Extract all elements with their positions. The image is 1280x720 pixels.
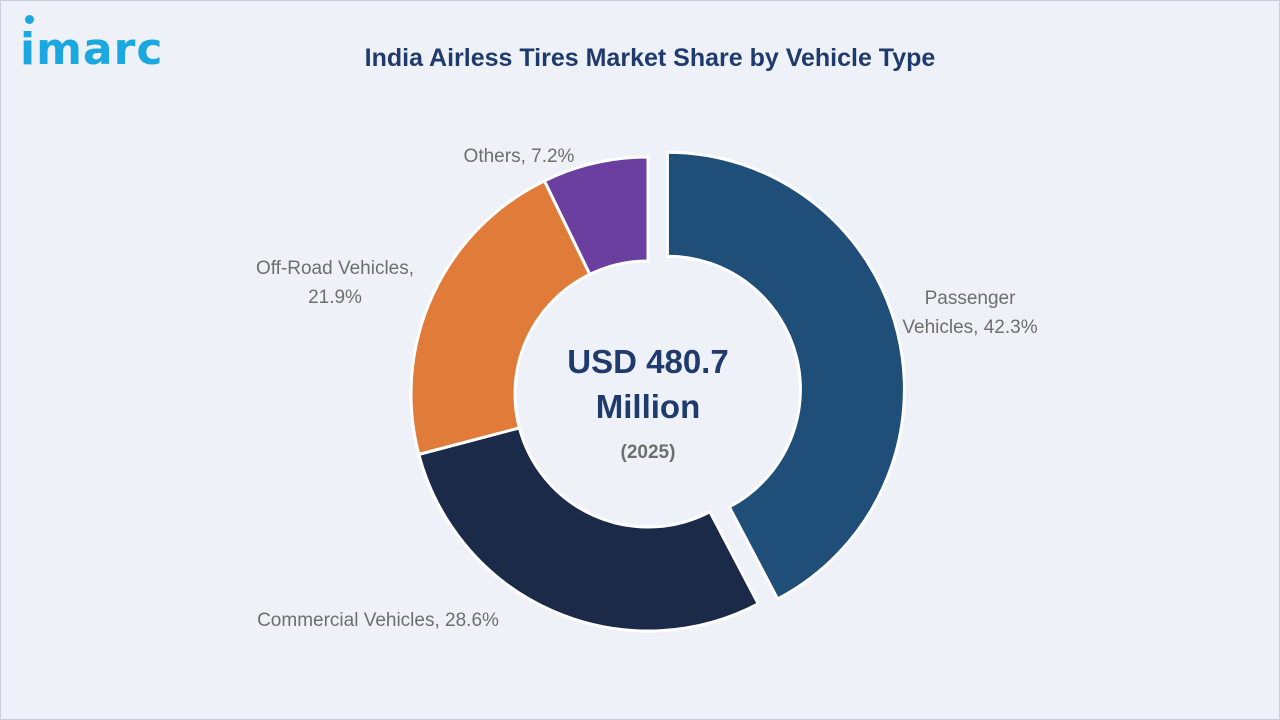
slice-others <box>542 155 650 277</box>
logo-dot <box>25 15 34 24</box>
chart-title: India Airless Tires Market Share by Vehi… <box>364 44 936 72</box>
slice-commercial-vehicles <box>416 426 761 633</box>
slice-off-road-vehicles <box>409 178 592 457</box>
slices-group <box>409 150 906 633</box>
center-year: (2025) <box>621 442 676 463</box>
slice-passenger-vehicles <box>665 150 906 602</box>
center-value-line2: Million <box>596 388 700 425</box>
imarc-logo: imarc <box>20 24 164 75</box>
label-others: Others, 7.2% <box>464 146 575 167</box>
label-commercial-vehicles: Commercial Vehicles, 28.6% <box>257 610 499 631</box>
label-off-road-vehicles: Off-Road Vehicles, 21.9% <box>256 258 414 308</box>
label-passenger-vehicles: Passenger Vehicles, 42.3% <box>902 288 1037 338</box>
labels-group: Passenger Vehicles, 42.3% Commercial Vehic… <box>256 146 1038 631</box>
center-value-line1: USD 480.7 <box>567 343 728 380</box>
